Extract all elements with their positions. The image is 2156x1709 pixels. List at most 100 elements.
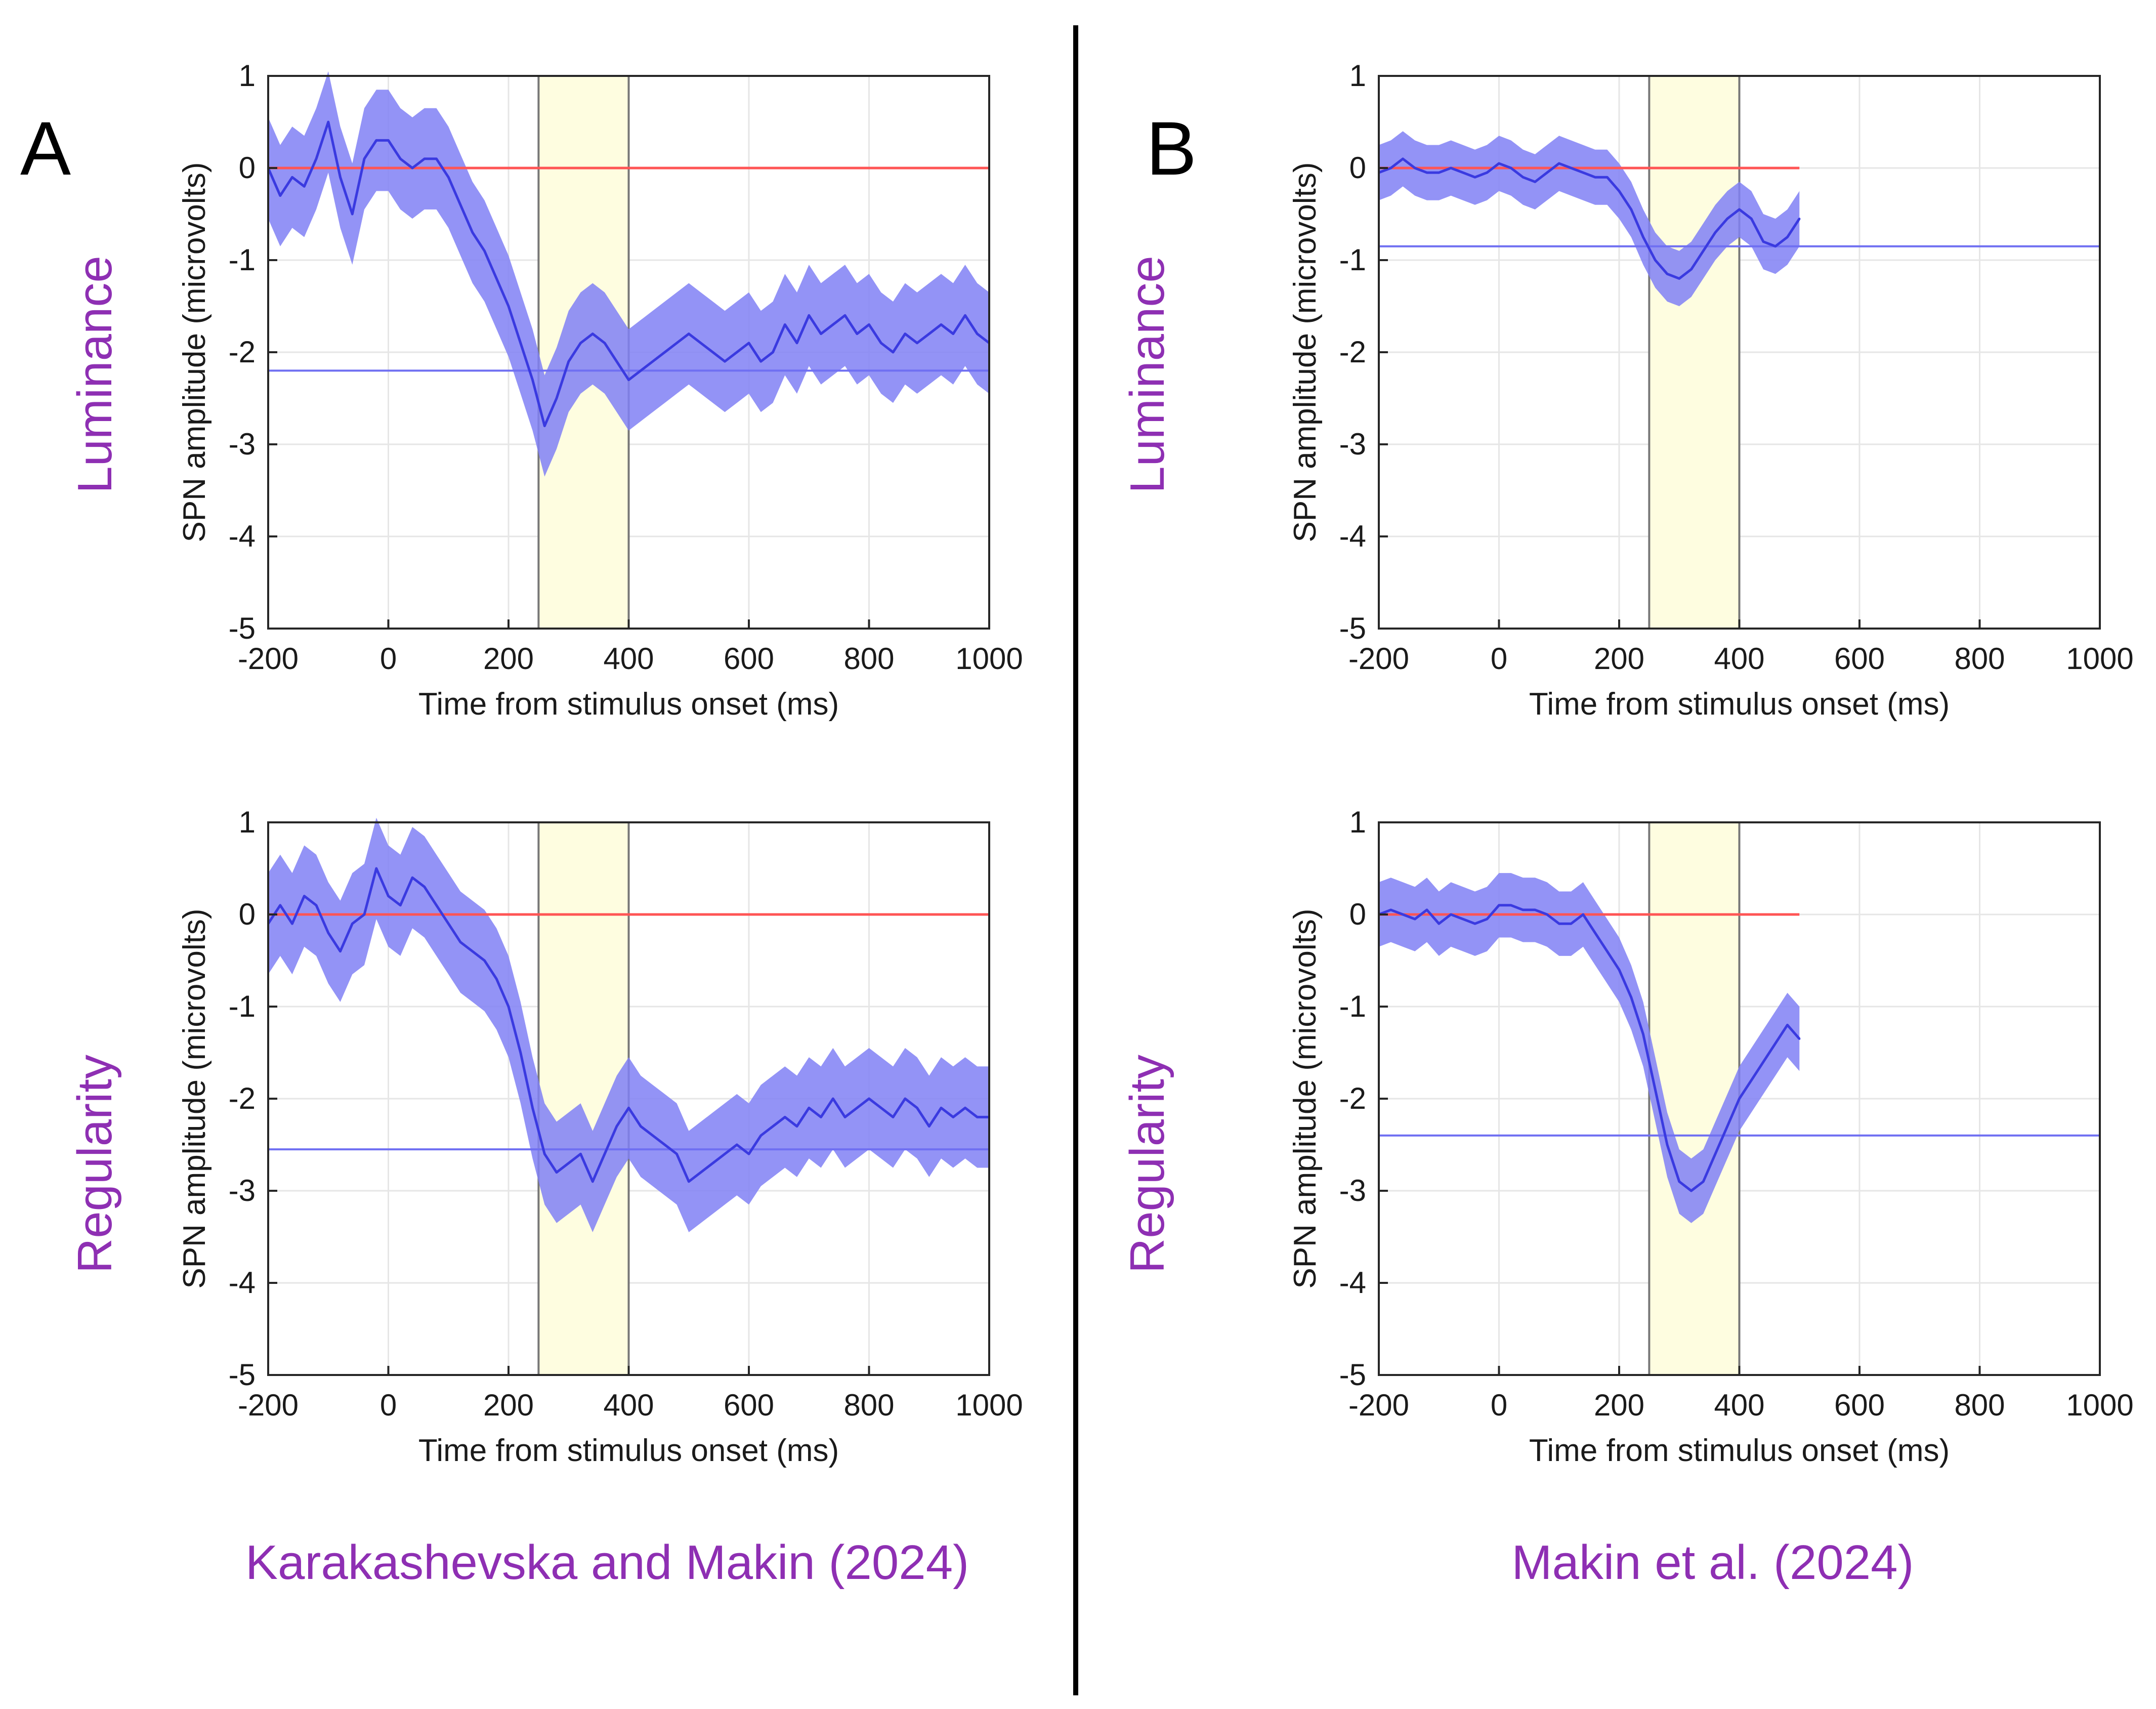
data-point [892, 1116, 894, 1118]
data-point [952, 1116, 954, 1118]
data-point [399, 904, 402, 906]
data-point [1798, 218, 1801, 220]
data-point [1402, 157, 1404, 160]
data-point [303, 895, 306, 897]
data-point [351, 923, 354, 925]
data-point [1414, 918, 1416, 921]
data-point [459, 203, 461, 206]
x-tick-label: 800 [843, 642, 894, 676]
data-point [519, 342, 522, 344]
data-point [675, 1153, 678, 1155]
chart-luminance-karakashevska: -200 0 200 400 600 800 1000 1 0 -1 -2 -3 -4 -5 Time fr… [177, 59, 1023, 722]
data-point [1462, 172, 1464, 174]
data-point [1702, 249, 1705, 252]
data-point [759, 1134, 762, 1137]
x-tick-label: 800 [843, 1388, 894, 1422]
x-tick-label: 0 [1491, 642, 1507, 676]
data-point [928, 1125, 931, 1128]
data-point [1582, 172, 1584, 174]
data-point [652, 360, 654, 363]
data-point [279, 194, 281, 197]
x-tick-label: 200 [1594, 642, 1644, 676]
y-axis-label: SPN amplitude (microvolts) [177, 908, 212, 1288]
data-point [579, 342, 582, 344]
data-point [1738, 208, 1741, 211]
data-point [964, 1107, 966, 1109]
data-point [423, 886, 426, 888]
data-point [1522, 908, 1524, 911]
data-point [591, 1180, 594, 1183]
data-point [976, 1116, 979, 1118]
data-point [339, 950, 342, 952]
y-tick-label: -5 [1339, 1358, 1366, 1392]
y-tick-label: -5 [229, 611, 256, 645]
data-point [508, 1006, 510, 1008]
data-point [808, 1107, 810, 1109]
confidence-band [268, 71, 989, 477]
mean-waveform [1378, 157, 1801, 280]
data-point [964, 314, 966, 317]
data-point [1558, 162, 1560, 164]
data-point [1738, 1098, 1741, 1100]
data-point [1426, 172, 1428, 174]
data-point [604, 1153, 606, 1155]
x-tick-label: -200 [1348, 642, 1409, 676]
data-point [736, 351, 738, 353]
y-tick-label: -4 [1339, 1266, 1366, 1300]
data-point [279, 904, 281, 906]
data-point [1450, 913, 1452, 915]
data-point [291, 923, 293, 925]
y-axis-label: SPN amplitude (microvolts) [1288, 162, 1323, 542]
data-point [700, 342, 702, 344]
data-point [856, 1107, 858, 1109]
data-point [1486, 172, 1488, 174]
y-tick-label: 1 [239, 59, 256, 93]
data-point [435, 157, 438, 160]
x-tick-label: 1000 [2066, 1388, 2133, 1422]
y-tick-label: -1 [229, 243, 256, 277]
data-point [423, 157, 426, 160]
data-point [688, 1180, 690, 1183]
x-tick-label: 0 [380, 642, 397, 676]
data-point [375, 139, 377, 142]
data-point [303, 185, 306, 188]
data-point [640, 369, 642, 372]
data-point [784, 323, 786, 326]
data-point [615, 360, 618, 363]
data-point [1630, 996, 1632, 998]
data-point [508, 305, 510, 307]
data-point [724, 360, 726, 363]
data-point [1546, 172, 1548, 174]
data-point [1714, 231, 1716, 234]
data-point [844, 314, 846, 317]
data-point [591, 332, 594, 335]
x-tick-label: 600 [1834, 642, 1885, 676]
data-point [411, 877, 413, 879]
data-point [1534, 908, 1536, 911]
y-tick-label: -4 [229, 1266, 256, 1300]
data-point [832, 1098, 834, 1100]
x-tick-label: 1000 [2066, 642, 2133, 676]
data-point [916, 342, 918, 344]
data-point [1546, 913, 1548, 915]
data-point [820, 1116, 822, 1118]
x-tick-label: 1000 [955, 1388, 1023, 1422]
y-tick-label: -1 [1339, 243, 1366, 277]
data-point [820, 332, 822, 335]
data-point [1570, 923, 1572, 925]
data-point [1426, 908, 1428, 911]
x-tick-label: 200 [1594, 1388, 1644, 1422]
x-tick-label: 600 [1834, 1388, 1885, 1422]
data-point [784, 1116, 786, 1118]
x-axis-label: Time from stimulus onset (ms) [1529, 1433, 1950, 1468]
data-point [627, 379, 630, 381]
y-axis-label: SPN amplitude (microvolts) [1288, 908, 1323, 1288]
data-point [1726, 218, 1728, 220]
data-point [940, 323, 942, 326]
y-tick-label: -2 [1339, 335, 1366, 369]
data-point [447, 923, 450, 925]
y-tick-label: -3 [1339, 1174, 1366, 1207]
data-point [1702, 1180, 1705, 1183]
y-tick-label: -5 [1339, 611, 1366, 645]
data-point [736, 1144, 738, 1146]
